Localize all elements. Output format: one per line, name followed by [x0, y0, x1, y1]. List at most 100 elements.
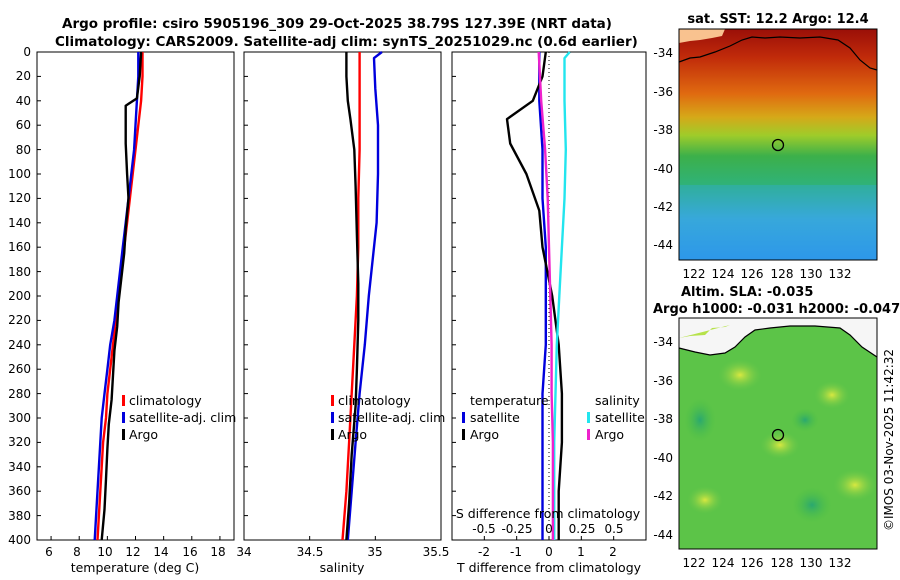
diff-x-tick: 2 — [609, 545, 617, 559]
diff-s-tick: -0.5 — [472, 522, 495, 536]
sla-x-tick: 126 — [741, 556, 764, 570]
salinity-series-climatology — [341, 52, 361, 541]
diff-legend: temperature satellite Argo salinity sate… — [462, 393, 645, 442]
sst-y-tick: -44 — [653, 238, 673, 252]
legend-swatch-climatology — [122, 395, 125, 406]
sla-low-blob — [684, 398, 716, 442]
sal-x-tick: 35.5 — [423, 545, 450, 559]
differences-series-salinity-satellite — [553, 51, 571, 540]
sst-x-tick: 132 — [829, 267, 852, 281]
legend-swatch-satellite — [122, 412, 125, 423]
depth-tick: 0 — [23, 45, 31, 59]
sst-cool-band — [679, 185, 877, 260]
sla-map — [678, 317, 878, 550]
sla-x-tick: 128 — [771, 556, 794, 570]
sal-x-label: salinity — [320, 560, 365, 575]
differences-series-temperature-argo — [505, 51, 564, 540]
sal-x-tick: 34.5 — [297, 545, 324, 559]
legend-label: Argo — [129, 427, 158, 442]
sla-low-blob — [792, 487, 832, 523]
salinity-panel — [243, 51, 442, 541]
depth-tick: 80 — [16, 143, 31, 157]
sst-y-tick: -42 — [653, 200, 673, 214]
legend-swatch-sal-satellite — [587, 412, 590, 423]
sla-y-tick: -34 — [653, 335, 673, 349]
sla-contour — [678, 325, 878, 358]
temperature-series-argo — [100, 51, 143, 541]
temp-x-tick: 8 — [73, 545, 81, 559]
header-line2: Climatology: CARS2009. Satellite-adj cli… — [55, 34, 638, 50]
depth-tick: 100 — [8, 167, 31, 181]
sla-x-tick: 132 — [829, 556, 852, 570]
sst-field — [679, 29, 877, 260]
diff-s-tick: -0.25 — [501, 522, 532, 536]
sla-x-tick: 124 — [712, 556, 735, 570]
depth-tick: 120 — [8, 191, 31, 205]
sst-x-tick: 130 — [800, 267, 823, 281]
legend-heading: salinity — [595, 393, 640, 408]
imos-credit: ©IMOS 03-Nov-2025 11:42:32 — [882, 349, 896, 531]
land-mass — [679, 318, 877, 357]
depth-tick: 380 — [8, 509, 31, 523]
legend-swatch-sal-argo — [587, 429, 590, 440]
argo-location-marker — [771, 428, 785, 442]
sst-map-title: sat. SST: 12.2 Argo: 12.4 — [687, 12, 868, 27]
temp-x-tick: 14 — [153, 545, 168, 559]
legend-swatch-satellite — [331, 412, 334, 423]
depth-tick: 280 — [8, 387, 31, 401]
sla-frame — [678, 317, 878, 550]
legend-label: satellite-adj. clim — [338, 410, 445, 425]
argo-location-marker — [771, 138, 785, 152]
sst-y-tick: -38 — [653, 123, 673, 137]
sla-high-blob — [814, 381, 850, 409]
temp-x-tick: 18 — [210, 545, 225, 559]
diff-s-tick: 0.5 — [604, 522, 623, 536]
temp-x-tick: 10 — [97, 545, 112, 559]
temp-x-tick: 12 — [125, 545, 140, 559]
depth-tick: 180 — [8, 265, 31, 279]
sst-y-tick: -36 — [653, 85, 673, 99]
legend-swatch-temp-argo — [462, 429, 465, 440]
sla-y-tick: -36 — [653, 374, 673, 388]
sst-x-tick: 124 — [712, 267, 735, 281]
diff-s-tick: 0 — [545, 522, 553, 536]
sla-high-blob — [687, 486, 723, 514]
diff-x-tick: 1 — [577, 545, 585, 559]
temp-x-tick: 16 — [182, 545, 197, 559]
legend-label: climatology — [338, 393, 411, 408]
tick-layer — [37, 51, 615, 541]
depth-tick: 240 — [8, 338, 31, 352]
legend-label: Argo — [595, 427, 624, 442]
sla-low-blob — [791, 408, 819, 432]
diff-x-tick: -2 — [478, 545, 490, 559]
depth-tick: 340 — [8, 460, 31, 474]
legend-swatch-climatology — [331, 395, 334, 406]
sla-y-tick: -38 — [653, 412, 673, 426]
legend-label: satellite — [595, 410, 645, 425]
legend-label: Argo — [470, 427, 499, 442]
land-mass — [679, 29, 725, 43]
diff-x-tick: -1 — [510, 545, 522, 559]
sst-x-tick: 126 — [741, 267, 764, 281]
depth-tick: 200 — [8, 289, 31, 303]
legend-swatch-argo — [331, 429, 334, 440]
sla-high-blob — [833, 469, 877, 501]
differences-series-salinity-argo — [537, 51, 555, 540]
sst-x-tick: 122 — [683, 267, 706, 281]
sal-x-tick: 34 — [236, 545, 251, 559]
salinity-series-satellite-adj-clim — [346, 51, 383, 541]
diff-x-label: T difference from climatology — [456, 560, 642, 575]
depth-tick: 360 — [8, 484, 31, 498]
series-layer — [93, 51, 571, 541]
depth-tick: 300 — [8, 411, 31, 425]
depth-tick: 260 — [8, 362, 31, 376]
differences-series-temperature-satellite — [538, 52, 547, 540]
depth-tick: 20 — [16, 69, 31, 83]
legend-swatch-temp-satellite — [462, 412, 465, 423]
diff-s-label: S difference from climatology — [456, 506, 641, 521]
sst-y-tick: -40 — [653, 162, 673, 176]
temperature-series-satellite-adj-clim — [93, 52, 140, 541]
depth-tick: 220 — [8, 313, 31, 327]
diff-x-tick: 0 — [545, 545, 553, 559]
